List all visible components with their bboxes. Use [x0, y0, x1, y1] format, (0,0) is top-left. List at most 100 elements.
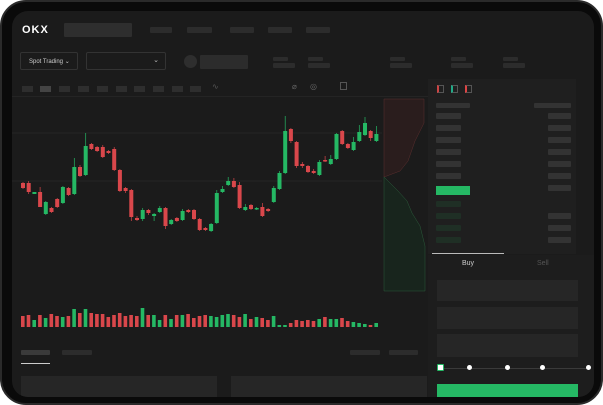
nav-item[interactable] — [150, 27, 172, 33]
slider-stop-75[interactable] — [540, 365, 545, 370]
candle-body — [60, 187, 65, 203]
tab-order-history[interactable] — [62, 350, 92, 355]
slider-stop-25[interactable] — [467, 365, 472, 370]
volume-bar — [345, 321, 350, 327]
stat-label — [451, 57, 466, 61]
volume-bar — [288, 323, 293, 327]
bid-amount — [548, 237, 571, 243]
volume-bar — [66, 316, 71, 327]
timeframe-button[interactable] — [153, 86, 164, 92]
app-screen: OKX Spot Trading ⌄ ⌄ ∿ ⌀ ◎ Buy Sell — [12, 11, 594, 397]
pair-select[interactable]: ⌄ — [86, 52, 166, 70]
total-input[interactable] — [437, 334, 578, 357]
candlestick-chart[interactable] — [12, 11, 594, 397]
volume-bar — [374, 323, 378, 327]
coin-icon — [184, 55, 197, 68]
filter-button[interactable] — [389, 350, 418, 355]
okx-logo[interactable]: OKX — [22, 24, 49, 36]
tab-sell[interactable]: Sell — [537, 260, 549, 267]
candle-body — [55, 199, 60, 207]
timeframe-button[interactable] — [172, 86, 183, 92]
candle-body — [163, 208, 168, 226]
orderbook-both-icon[interactable] — [437, 85, 444, 93]
slider-handle[interactable] — [437, 364, 444, 371]
volume-bar — [323, 317, 327, 327]
orderbook-mid-price — [436, 186, 470, 195]
volume-bar — [294, 320, 299, 327]
nav-item[interactable] — [187, 27, 212, 33]
ask-amount — [548, 113, 571, 119]
timeframe-button[interactable] — [22, 86, 33, 92]
candle-body — [49, 208, 54, 212]
candle-body — [78, 167, 82, 176]
candle-body — [66, 188, 71, 195]
timeframe-button[interactable] — [78, 86, 89, 92]
tab-open-orders[interactable] — [21, 350, 50, 355]
volume-bar — [209, 316, 213, 327]
timeframe-button[interactable] — [40, 86, 51, 92]
volume-bar — [328, 319, 333, 327]
stat-value — [308, 63, 330, 68]
stat-label — [308, 57, 323, 61]
ask-price — [436, 137, 461, 143]
timeframe-button[interactable] — [116, 86, 127, 92]
orderbook-sell-icon[interactable] — [465, 85, 472, 93]
buy-button[interactable] — [437, 384, 578, 397]
volume-bar — [38, 315, 42, 327]
camera-icon[interactable]: ◎ — [310, 82, 317, 91]
amount-slider-track[interactable] — [440, 368, 590, 369]
candle-body — [334, 134, 339, 159]
timeframe-button[interactable] — [134, 86, 145, 92]
volume-bar — [21, 316, 25, 327]
stat-value — [390, 63, 412, 68]
candle-body — [83, 146, 88, 175]
volume-bar — [231, 315, 236, 327]
candle-body — [100, 147, 105, 157]
amount-input[interactable] — [437, 307, 578, 329]
candle-body — [197, 219, 202, 230]
stat-label — [273, 57, 288, 61]
timeframe-button[interactable] — [97, 86, 108, 92]
volume-bar — [368, 325, 373, 327]
volume-bar — [266, 320, 270, 327]
indicator-icon[interactable]: ∿ — [212, 82, 219, 91]
timeframe-button[interactable] — [190, 86, 201, 92]
ask-amount — [548, 137, 571, 143]
candle-body — [271, 188, 276, 202]
candle-body — [169, 220, 174, 224]
volume-bar — [26, 315, 31, 327]
filter-button[interactable] — [350, 350, 380, 355]
stat-value — [273, 63, 295, 68]
slider-stop-100[interactable] — [586, 365, 591, 370]
candle-body — [300, 164, 305, 166]
volume-bar — [186, 314, 190, 327]
fullscreen-icon[interactable] — [340, 82, 347, 90]
timeframe-button[interactable] — [59, 86, 70, 92]
candle-body — [266, 209, 271, 211]
nav-item[interactable] — [306, 27, 330, 33]
slider-stop-50[interactable] — [505, 365, 510, 370]
volume-bar — [106, 317, 111, 327]
volume-bar — [112, 315, 116, 327]
volume-bar — [363, 324, 367, 327]
candle-body — [32, 192, 37, 194]
tab-buy[interactable]: Buy — [462, 260, 475, 267]
market-type-select[interactable]: Spot Trading ⌄ — [20, 52, 78, 70]
orderbook-buy-icon[interactable] — [451, 85, 458, 93]
nav-item[interactable] — [230, 27, 254, 33]
candle-body — [328, 159, 333, 164]
volume-bar — [123, 316, 128, 327]
bid-price — [436, 201, 461, 207]
search-input[interactable] — [64, 23, 132, 37]
chart-divider — [12, 96, 432, 97]
candle-body — [209, 224, 214, 231]
candle-body — [357, 132, 362, 141]
drawing-icon[interactable]: ⌀ — [292, 82, 297, 91]
price-input[interactable] — [437, 280, 578, 301]
ask-amount — [548, 161, 571, 167]
nav-item[interactable] — [268, 27, 292, 33]
volume-bar — [83, 309, 88, 327]
volume-bar — [117, 313, 122, 327]
stat-label — [503, 57, 518, 61]
